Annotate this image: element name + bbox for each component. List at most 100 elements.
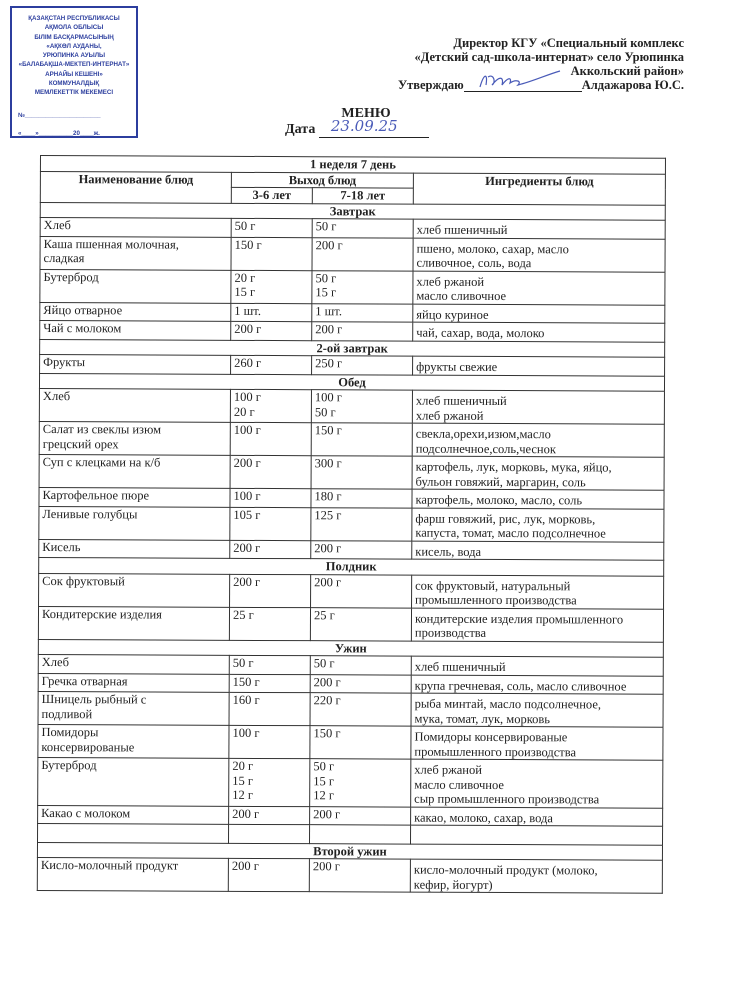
ingredients: кисло-молочный продукт (молоко, кефир, й…	[410, 859, 663, 894]
portion-7-18: 300 г	[311, 455, 413, 490]
portion-3-6: 25 г	[229, 606, 311, 641]
table-row: Кондитерские изделия 25 г 25 г кондитерские…	[38, 605, 664, 642]
signature-line	[463, 70, 582, 92]
stamp-number-line: №______________________	[18, 111, 101, 119]
portion-3-6: 50 г	[231, 218, 313, 238]
portion-3-6: 100 г	[228, 725, 311, 759]
ingredients: какао, молоко, сахар, вода	[410, 806, 663, 827]
dish-name: Каша пшенная молочная, сладкая	[40, 236, 232, 270]
date-label: Дата	[285, 122, 316, 137]
ingredients	[410, 825, 663, 845]
portion-7-18: 1 шт.	[311, 303, 413, 323]
dish-name: Салат из свеклы изюм грецский орех	[39, 421, 231, 456]
portion-7-18: 150 г	[311, 422, 413, 457]
table-row: Помидоры консервированые 100 г 150 г Помидо…	[37, 724, 664, 761]
stamp-line: МЕМЛЕКЕТТІК МЕКЕМЕСІ	[34, 89, 114, 97]
portion-3-6: 100 г	[230, 422, 312, 456]
portion-7-18: 180 г	[310, 488, 413, 508]
dish-name: Яйцо отварное	[39, 302, 231, 322]
portion-7-18: 200 г	[310, 540, 412, 560]
portion-7-18: 50 г	[312, 218, 414, 238]
ingredients: пшено, молоко, сахар, масло сливочное, с…	[412, 237, 666, 272]
portion-3-6: 200 г	[228, 805, 310, 825]
table-row: Суп с клецками на к/б 200 г 300 г картофель…	[39, 454, 665, 491]
dish-name: Бутерброд	[39, 269, 232, 303]
approve-label: Утверждаю	[397, 78, 464, 92]
ingredients: хлеб ржаной масло сливочное	[412, 270, 665, 305]
dish-name: Ленивые голубцы	[38, 505, 230, 540]
stamp-date-line: «____»__________20____ж.	[18, 129, 100, 137]
approval-line-2: «Детский сад-школа-интернат» село Урюпин…	[414, 50, 684, 64]
portion-7-18: 220 г	[310, 692, 412, 727]
portion-3-6	[228, 824, 310, 844]
stamp-line: ҚАЗАҚСТАН РЕСПУБЛИКАСЫ	[28, 15, 120, 22]
ingredients: сок фруктовый, натуральный промышленного…	[411, 574, 664, 609]
portion-7-18: 200 г	[310, 574, 412, 608]
approval-line-1: Директор КГУ «Специальный комплекс	[453, 36, 684, 50]
signature-image	[479, 70, 560, 88]
dish-name: Кондитерские изделия	[38, 605, 230, 640]
dish-name: Какао с молоком	[37, 804, 229, 825]
portion-7-18: 50 г 15 г	[311, 270, 413, 304]
table-row: Хлеб 100 г 20 г 100 г 50 г хлеб пшеничный х…	[39, 388, 665, 425]
page-title: МЕНЮ	[341, 106, 391, 121]
table-row: Сок фруктовый 200 г 200 г сок фруктовый, на…	[38, 572, 664, 609]
ingredients: картофель, лук, морковь, мука, яйцо, бул…	[412, 456, 665, 491]
col-output-header: Выход блюд	[231, 171, 414, 189]
ingredients: картофель, молоко, масло, соль	[411, 489, 665, 509]
portion-7-18: 200 г	[311, 321, 413, 341]
dish-name: Фрукты	[39, 354, 231, 374]
ingredients: кондитерские изделия промышленного произ…	[411, 607, 664, 642]
portion-3-6: 150 г	[231, 236, 313, 271]
ingredients: фарш говяжий, рис, лук, морковь, капуста…	[411, 507, 664, 542]
stamp-line: КОММУНАЛДЫҚ	[48, 80, 100, 88]
ingredients: Помидоры консервированые промышленного п…	[410, 726, 664, 761]
stamp-line: БІЛІМ БАСҚАРМАСЫНЫҢ	[34, 33, 114, 41]
col-age-7-18-header: 7-18 лет	[312, 187, 414, 204]
portion-7-18	[309, 824, 411, 844]
dish-name: Помидоры консервированые	[37, 724, 230, 759]
dish-name: Хлеб	[39, 388, 231, 423]
approval-block: Директор КГУ «Специальный комплекс «Детс…	[398, 36, 684, 92]
col-name-header: Наименование блюд	[40, 171, 232, 203]
dish-name: Гречка отварная	[38, 672, 230, 693]
stamp-line: АРНАЙЫ КЕШЕНІ»	[45, 70, 103, 78]
portion-3-6: 50 г	[229, 655, 311, 675]
ingredients: хлеб пшеничный	[411, 656, 664, 676]
portion-3-6: 200 г	[229, 539, 311, 559]
stamp-line: УРЮПИНКА АУЫЛЫ	[42, 52, 106, 60]
portion-7-18: 50 г	[310, 655, 412, 675]
table-row: Кисло-молочный продукт 200 г 200 г кисло-мо…	[37, 857, 663, 894]
portion-3-6: 160 г	[229, 692, 311, 726]
table-row: Каша пшенная молочная, сладкая 150 г 200 г…	[40, 236, 666, 272]
dish-name: Кисель	[38, 538, 230, 559]
ingredients: свекла,орехи,изюм,масло подсолнечное,сол…	[412, 423, 665, 458]
dish-name: Шницель рыбный с подливой	[38, 691, 230, 726]
ingredients: яйцо куриное	[412, 303, 665, 324]
table-row: Бутерброд 20 г 15 г 12 г 50 г 15 г 12 г хле…	[37, 757, 663, 808]
dish-name: Хлеб	[40, 217, 232, 237]
table-row: Шницель рыбный с подливой 160 г 220 г рыба …	[38, 691, 664, 728]
ingredients: хлеб пшеничный	[413, 219, 666, 239]
portion-3-6: 100 г	[229, 488, 312, 508]
table-row: Ленивые голубцы 105 г 125 г фарш говяжий, р…	[38, 505, 664, 542]
portion-3-6: 200 г	[228, 858, 310, 892]
dish-name: Хлеб	[38, 654, 230, 674]
ingredients: хлеб ржаной масло сливочное сыр промышле…	[410, 759, 663, 808]
col-age-3-6-header: 3-6 лет	[231, 187, 313, 204]
portion-3-6: 100 г 20 г	[230, 389, 312, 423]
ingredients: фрукты свежие	[412, 356, 665, 376]
approval-line-3: Аккольский район»	[570, 64, 684, 78]
dish-name	[37, 823, 229, 843]
portion-7-18: 25 г	[310, 607, 412, 641]
portion-7-18: 200 г	[309, 858, 411, 893]
portion-3-6: 200 г	[230, 321, 312, 341]
ingredients: чай, сахар, вода, молоко	[412, 322, 665, 342]
portion-7-18: 125 г	[310, 507, 412, 541]
portion-7-18: 150 г	[309, 725, 412, 760]
portion-3-6: 105 г	[229, 506, 311, 541]
stamp-text: ҚАЗАҚСТАН РЕСПУБЛИКАСЫ АҚМОЛА ОБЛЫСЫ БІЛІМ…	[12, 14, 136, 98]
ingredients: крупа гречневая, соль, масло сливочное	[411, 674, 664, 695]
stamp-line: «АҚКӨЛ АУДАНЫ,	[46, 42, 102, 50]
